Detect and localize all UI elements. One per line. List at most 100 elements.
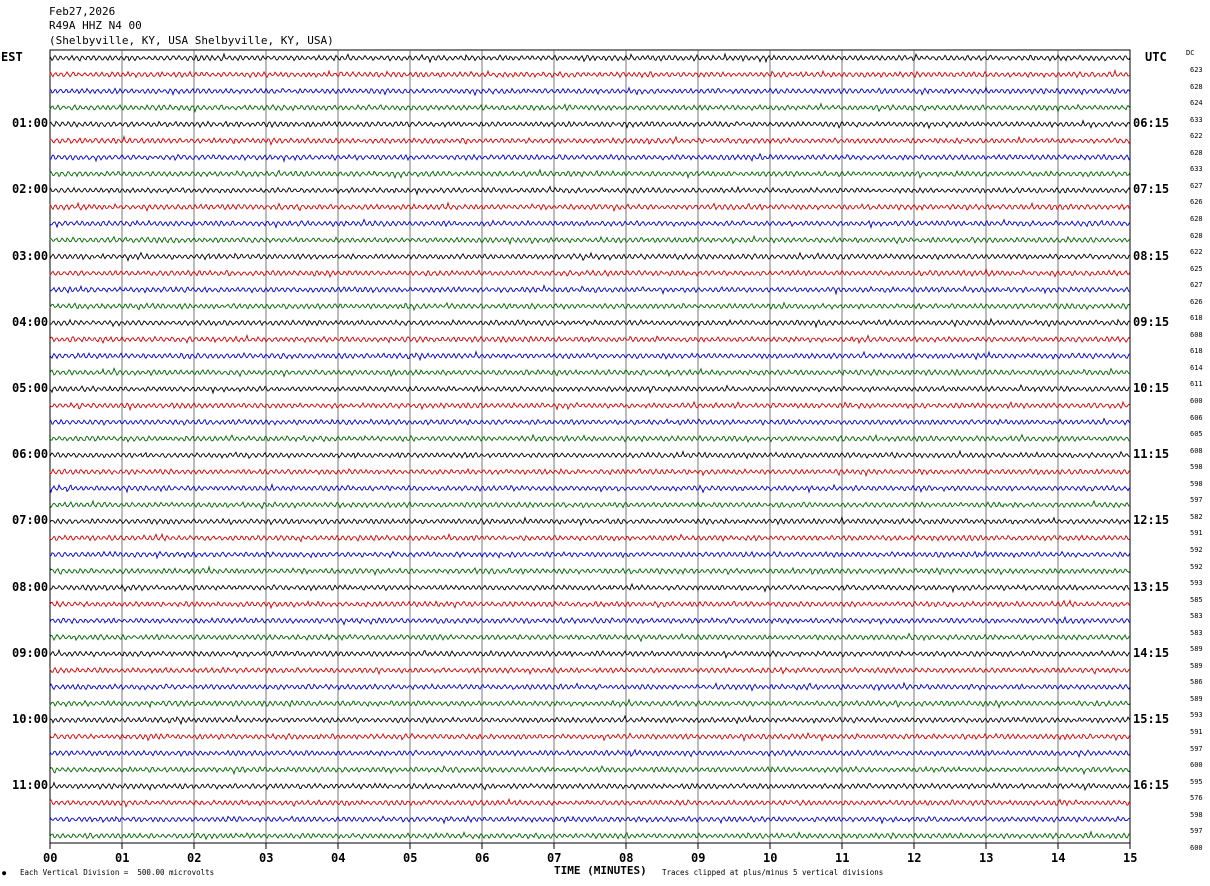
seismic-trace bbox=[49, 284, 1131, 296]
dc-offset-value: 633 bbox=[1190, 165, 1203, 174]
seismic-trace bbox=[49, 815, 1131, 825]
dc-offset-value: 600 bbox=[1190, 843, 1203, 852]
seismic-trace bbox=[49, 119, 1131, 130]
seismic-trace bbox=[49, 681, 1131, 692]
seismic-trace bbox=[49, 417, 1131, 426]
dc-offset-value: 593 bbox=[1190, 579, 1203, 588]
dc-offset-value: 627 bbox=[1190, 281, 1203, 290]
seismic-trace bbox=[49, 251, 1131, 262]
dc-offset-value: 576 bbox=[1190, 794, 1203, 803]
seismic-trace bbox=[49, 433, 1131, 444]
station-code: R49A HHZ N4 00 bbox=[49, 19, 142, 32]
right-hour-label: 12:15 bbox=[1133, 513, 1170, 528]
x-axis-title: TIME (MINUTES) bbox=[554, 864, 647, 877]
dc-offset-value: 586 bbox=[1190, 678, 1203, 687]
seismic-trace bbox=[49, 52, 1131, 64]
seismic-trace bbox=[49, 765, 1131, 776]
seismic-trace bbox=[49, 648, 1131, 659]
dc-offset-value: 595 bbox=[1190, 777, 1203, 786]
x-tick-label: 06 bbox=[475, 851, 490, 865]
dc-offset-value: 618 bbox=[1190, 347, 1203, 356]
dc-offset-value: 624 bbox=[1190, 99, 1203, 108]
dc-offset-value: 623 bbox=[1190, 66, 1203, 74]
dc-offset-header: DC bbox=[1186, 49, 1195, 57]
seismic-trace bbox=[49, 185, 1131, 196]
dc-offset-value: 591 bbox=[1190, 728, 1203, 736]
seismic-trace bbox=[49, 615, 1131, 626]
left-hour-label: 08:00 bbox=[12, 579, 49, 594]
dc-offset-value: 605 bbox=[1190, 430, 1203, 439]
trace-group bbox=[49, 52, 1131, 841]
right-hour-label: 16:15 bbox=[1133, 778, 1170, 793]
x-tick-label: 12 bbox=[907, 851, 922, 865]
clip-note: Traces clipped at plus/minus 5 vertical … bbox=[662, 868, 884, 877]
dc-offset-value: 593 bbox=[1190, 711, 1203, 720]
dc-offset-value: 611 bbox=[1190, 380, 1203, 389]
x-tick-label: 09 bbox=[691, 851, 706, 865]
left-hour-label: 11:00 bbox=[12, 778, 49, 793]
seismic-trace bbox=[49, 152, 1131, 163]
left-hour-label: 02:00 bbox=[12, 182, 49, 197]
right-hour-label: 11:15 bbox=[1133, 447, 1170, 462]
x-tick-label: 14 bbox=[1051, 851, 1066, 865]
left-hour-label: 09:00 bbox=[12, 645, 49, 660]
dc-offset-value: 608 bbox=[1190, 330, 1203, 339]
dc-offset-value: 592 bbox=[1190, 562, 1203, 571]
x-tick-label: 07 bbox=[547, 851, 562, 865]
right-hour-label: 09:15 bbox=[1133, 314, 1170, 329]
dc-offset-value: 592 bbox=[1190, 545, 1203, 554]
seismic-trace bbox=[49, 317, 1131, 329]
seismic-trace bbox=[49, 731, 1131, 743]
dc-offset-value: 600 bbox=[1190, 397, 1203, 405]
x-tick-label: 11 bbox=[835, 851, 850, 865]
seismic-trace bbox=[49, 449, 1131, 460]
dc-offset-value: 606 bbox=[1190, 413, 1203, 422]
x-tick-label: 00 bbox=[43, 851, 58, 865]
left-hour-label: 07:00 bbox=[12, 513, 49, 528]
seismic-trace bbox=[49, 532, 1131, 543]
seismic-trace bbox=[49, 781, 1131, 792]
dc-offset-value: 628 bbox=[1190, 82, 1203, 91]
seismic-trace bbox=[49, 134, 1131, 146]
left-timezone-label: EST bbox=[1, 50, 23, 64]
dc-offset-value: 628 bbox=[1190, 148, 1203, 157]
station-location: (Shelbyville, KY, USA Shelbyville, KY, U… bbox=[49, 34, 334, 47]
dc-offset-value: 589 bbox=[1190, 645, 1203, 654]
right-hour-label: 13:15 bbox=[1133, 579, 1170, 594]
scale-note: Each Vertical Division = 500.00 microvol… bbox=[20, 868, 215, 877]
dc-offset-value: 597 bbox=[1190, 827, 1203, 836]
seismic-trace bbox=[49, 467, 1131, 478]
seismic-trace bbox=[49, 218, 1131, 230]
dc-offset-value: 583 bbox=[1190, 628, 1203, 637]
plot-date: Feb27,2026 bbox=[49, 5, 116, 18]
x-tick-label: 01 bbox=[115, 851, 130, 865]
left-hour-label: 03:00 bbox=[12, 248, 49, 263]
dc-offset-value: 598 bbox=[1190, 479, 1203, 488]
seismic-trace bbox=[49, 797, 1131, 808]
dc-offset-value: 628 bbox=[1190, 214, 1203, 223]
right-hour-label: 10:15 bbox=[1133, 381, 1170, 395]
seismic-trace bbox=[49, 234, 1131, 246]
dc-offset-value: 598 bbox=[1190, 463, 1203, 472]
dc-offset-value: 622 bbox=[1190, 132, 1203, 141]
dc-offset-value: 589 bbox=[1190, 694, 1203, 703]
dc-offset-value: 589 bbox=[1190, 661, 1203, 670]
dc-offset-value: 628 bbox=[1190, 231, 1203, 240]
dc-offset-value: 583 bbox=[1190, 612, 1203, 621]
seismic-trace bbox=[49, 483, 1131, 494]
seismic-trace bbox=[49, 698, 1131, 709]
dc-offset-value: 597 bbox=[1190, 496, 1203, 505]
x-tick-label: 03 bbox=[259, 851, 274, 865]
right-hour-label: 07:15 bbox=[1133, 182, 1170, 197]
dc-offset-value: 597 bbox=[1190, 744, 1203, 753]
seismic-trace bbox=[49, 367, 1131, 378]
seismic-trace bbox=[49, 830, 1131, 841]
right-timezone-label: UTC bbox=[1145, 50, 1167, 64]
seismic-trace bbox=[49, 301, 1131, 312]
seismic-trace bbox=[49, 599, 1131, 610]
seismic-trace bbox=[49, 666, 1131, 676]
dc-offset-value: 591 bbox=[1190, 529, 1203, 538]
x-tick-label: 13 bbox=[979, 851, 994, 865]
dc-offset-value: 633 bbox=[1190, 115, 1203, 124]
